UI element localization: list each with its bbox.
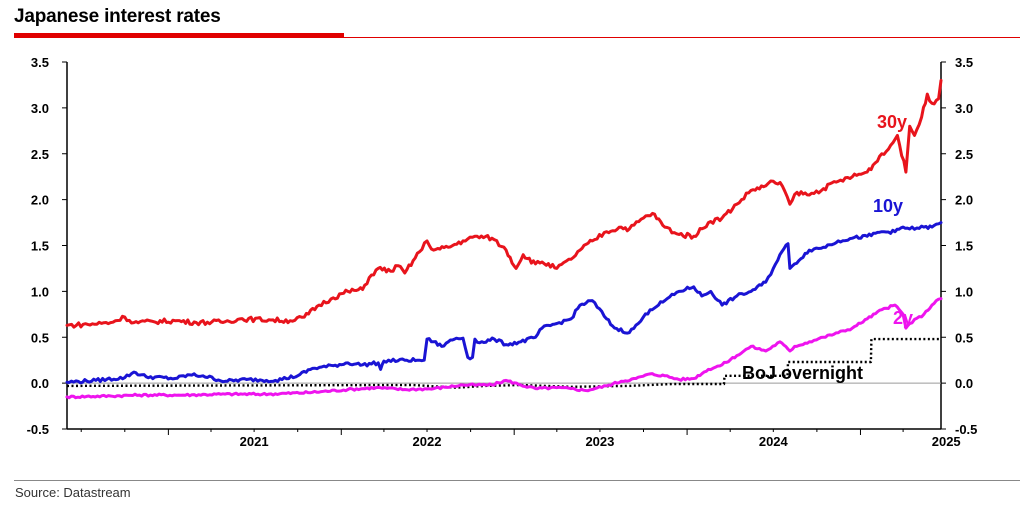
y-tick-label-left: 1.0 — [31, 284, 49, 299]
y-tick-label-left: 2.0 — [31, 193, 49, 208]
y-tick-label-right: 0.5 — [955, 330, 973, 345]
title-underline-accent — [14, 33, 344, 38]
y-tick-label-right: 2.5 — [955, 147, 973, 162]
y-tick-label-left: 0.0 — [31, 376, 49, 391]
y-tick-label-left: -0.5 — [27, 422, 49, 437]
series-label-boj-overnight: BoJ overnight — [742, 363, 863, 383]
y-tick-label-left: 2.5 — [31, 147, 49, 162]
series-label-2y: 2y — [893, 308, 913, 328]
y-tick-label-left: 1.5 — [31, 239, 49, 254]
series-line-2y — [65, 297, 943, 400]
series-layer — [65, 78, 943, 400]
y-tick-label-right: 1.0 — [955, 284, 973, 299]
y-tick-label-right: -0.5 — [955, 422, 977, 437]
y-tick-label-right: 0.0 — [955, 376, 973, 391]
x-tick-label: 2023 — [585, 434, 614, 449]
series-line-10y — [65, 221, 943, 385]
x-tick-label: 2025 — [932, 434, 961, 449]
source-note: Source: Datastream — [15, 485, 131, 500]
x-tick-label: 2022 — [413, 434, 442, 449]
y-tick-label-right: 3.0 — [955, 101, 973, 116]
source-divider — [14, 480, 1020, 481]
title-underline-rule — [344, 37, 1020, 38]
chart-title: Japanese interest rates — [14, 6, 221, 27]
y-tick-label-left: 0.5 — [31, 330, 49, 345]
y-tick-label-left: 3.5 — [31, 55, 49, 70]
chart-axes: 3.5 3.5 3.0 3.0 2.5 2.5 2.0 2.0 1.5 1.5 1.0 1.0 0.5 0… — [27, 55, 978, 449]
line-chart: 3.5 3.5 3.0 3.0 2.5 2.5 2.0 2.0 1.5 1.5 1.0 1.0 0.5 0… — [27, 55, 978, 449]
y-tick-label-right: 3.5 — [955, 55, 973, 70]
series-label-10y: 10y — [873, 196, 903, 216]
x-tick-label: 2024 — [759, 434, 789, 449]
y-tick-label-right: 1.5 — [955, 239, 973, 254]
series-line-30y — [65, 78, 943, 329]
series-line-boj-overnight — [66, 337, 941, 389]
x-tick-label: 2021 — [240, 434, 269, 449]
y-tick-label-left: 3.0 — [31, 101, 49, 116]
series-label-30y: 30y — [877, 112, 907, 132]
y-tick-label-right: 2.0 — [955, 193, 973, 208]
